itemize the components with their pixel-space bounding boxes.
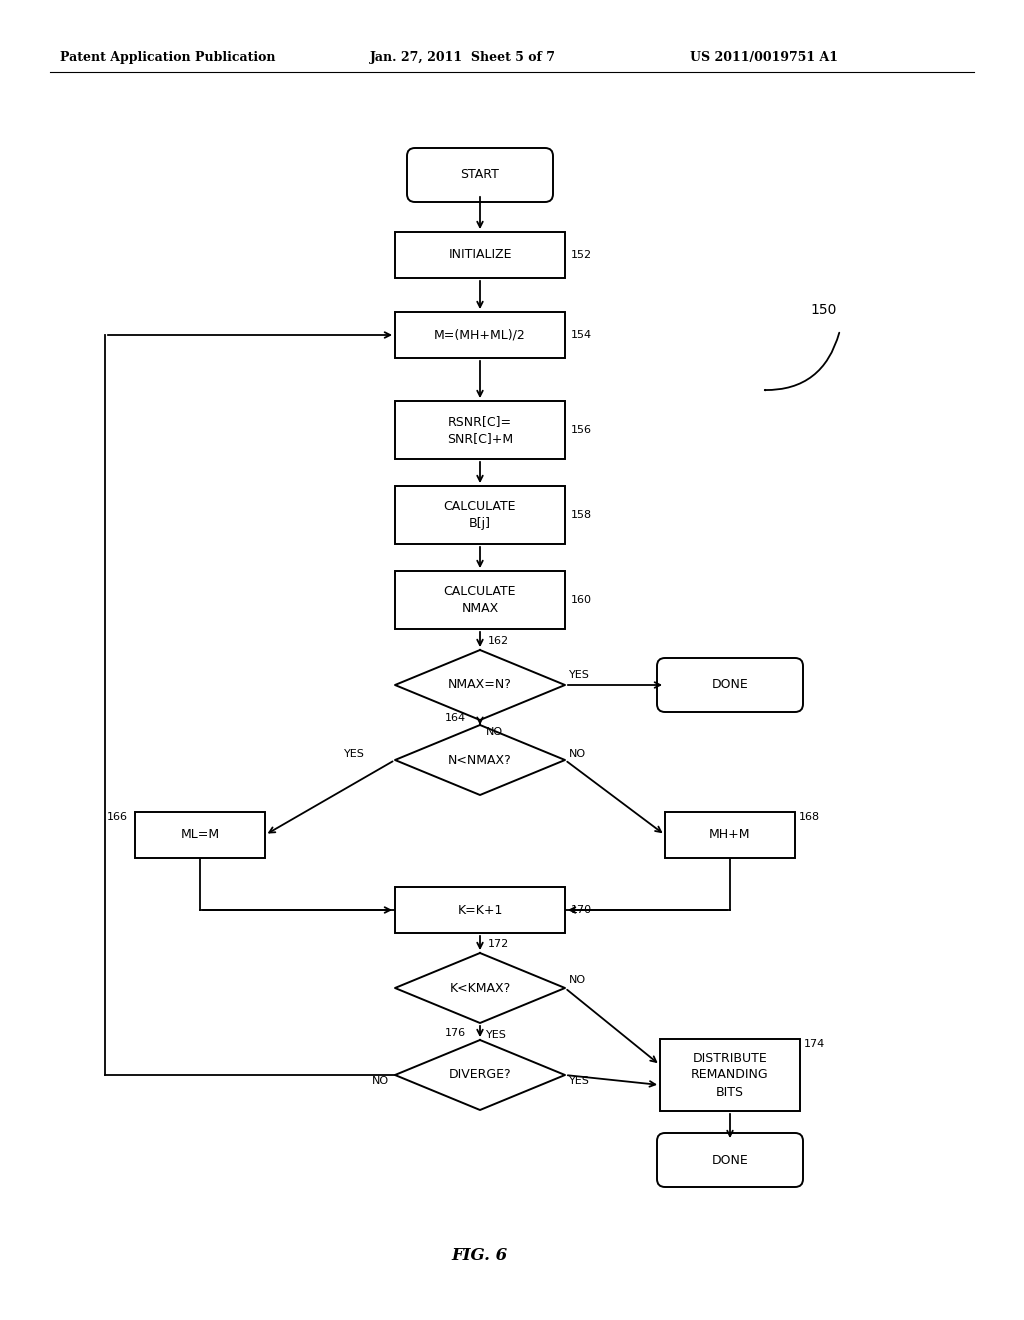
Text: 156: 156	[571, 425, 592, 436]
Text: DIVERGE?: DIVERGE?	[449, 1068, 511, 1081]
Text: NO: NO	[486, 727, 503, 737]
Text: 160: 160	[571, 595, 592, 605]
Text: 158: 158	[571, 510, 592, 520]
FancyBboxPatch shape	[660, 1039, 800, 1111]
Text: 170: 170	[571, 906, 592, 915]
Text: INITIALIZE: INITIALIZE	[449, 248, 512, 261]
Text: YES: YES	[569, 671, 590, 680]
Text: DONE: DONE	[712, 1154, 749, 1167]
Text: DONE: DONE	[712, 678, 749, 692]
Text: FIG. 6: FIG. 6	[452, 1246, 508, 1263]
Polygon shape	[395, 1040, 565, 1110]
Polygon shape	[395, 725, 565, 795]
FancyBboxPatch shape	[395, 312, 565, 358]
FancyBboxPatch shape	[665, 812, 795, 858]
Text: 150: 150	[810, 304, 837, 317]
Text: NO: NO	[569, 975, 586, 985]
Text: MH+M: MH+M	[710, 829, 751, 842]
Text: DISTRIBUTE
REMANDING
BITS: DISTRIBUTE REMANDING BITS	[691, 1052, 769, 1098]
FancyBboxPatch shape	[407, 148, 553, 202]
Text: 172: 172	[488, 939, 509, 949]
Text: N<NMAX?: N<NMAX?	[449, 754, 512, 767]
Text: US 2011/0019751 A1: US 2011/0019751 A1	[690, 51, 838, 65]
Text: 174: 174	[804, 1039, 825, 1049]
FancyBboxPatch shape	[657, 1133, 803, 1187]
Text: CALCULATE
B[j]: CALCULATE B[j]	[443, 500, 516, 531]
FancyArrowPatch shape	[765, 333, 840, 391]
Text: 152: 152	[571, 249, 592, 260]
Text: K=K+1: K=K+1	[458, 903, 503, 916]
Text: Jan. 27, 2011  Sheet 5 of 7: Jan. 27, 2011 Sheet 5 of 7	[370, 51, 556, 65]
Text: CALCULATE
NMAX: CALCULATE NMAX	[443, 585, 516, 615]
FancyBboxPatch shape	[395, 232, 565, 279]
FancyBboxPatch shape	[395, 887, 565, 933]
Text: YES: YES	[569, 1076, 590, 1086]
Text: START: START	[461, 169, 500, 181]
Text: M=(MH+ML)/2: M=(MH+ML)/2	[434, 329, 526, 342]
Text: 166: 166	[106, 812, 128, 822]
FancyBboxPatch shape	[135, 812, 265, 858]
Text: YES: YES	[486, 1030, 507, 1040]
Text: YES: YES	[344, 748, 365, 759]
Text: ML=M: ML=M	[180, 829, 219, 842]
Polygon shape	[395, 953, 565, 1023]
Text: NMAX=N?: NMAX=N?	[449, 678, 512, 692]
Text: 168: 168	[799, 812, 820, 822]
Text: 164: 164	[445, 713, 466, 723]
Text: NO: NO	[372, 1076, 389, 1086]
Text: NO: NO	[569, 748, 586, 759]
Text: 154: 154	[571, 330, 592, 341]
Text: 162: 162	[488, 636, 509, 645]
FancyBboxPatch shape	[395, 486, 565, 544]
Text: Patent Application Publication: Patent Application Publication	[60, 51, 275, 65]
Text: 176: 176	[445, 1028, 466, 1038]
FancyBboxPatch shape	[657, 657, 803, 711]
FancyBboxPatch shape	[395, 401, 565, 459]
Polygon shape	[395, 649, 565, 719]
Text: K<KMAX?: K<KMAX?	[450, 982, 511, 994]
FancyBboxPatch shape	[395, 572, 565, 630]
Text: RSNR[C]=
SNR[C]+M: RSNR[C]= SNR[C]+M	[446, 414, 513, 445]
